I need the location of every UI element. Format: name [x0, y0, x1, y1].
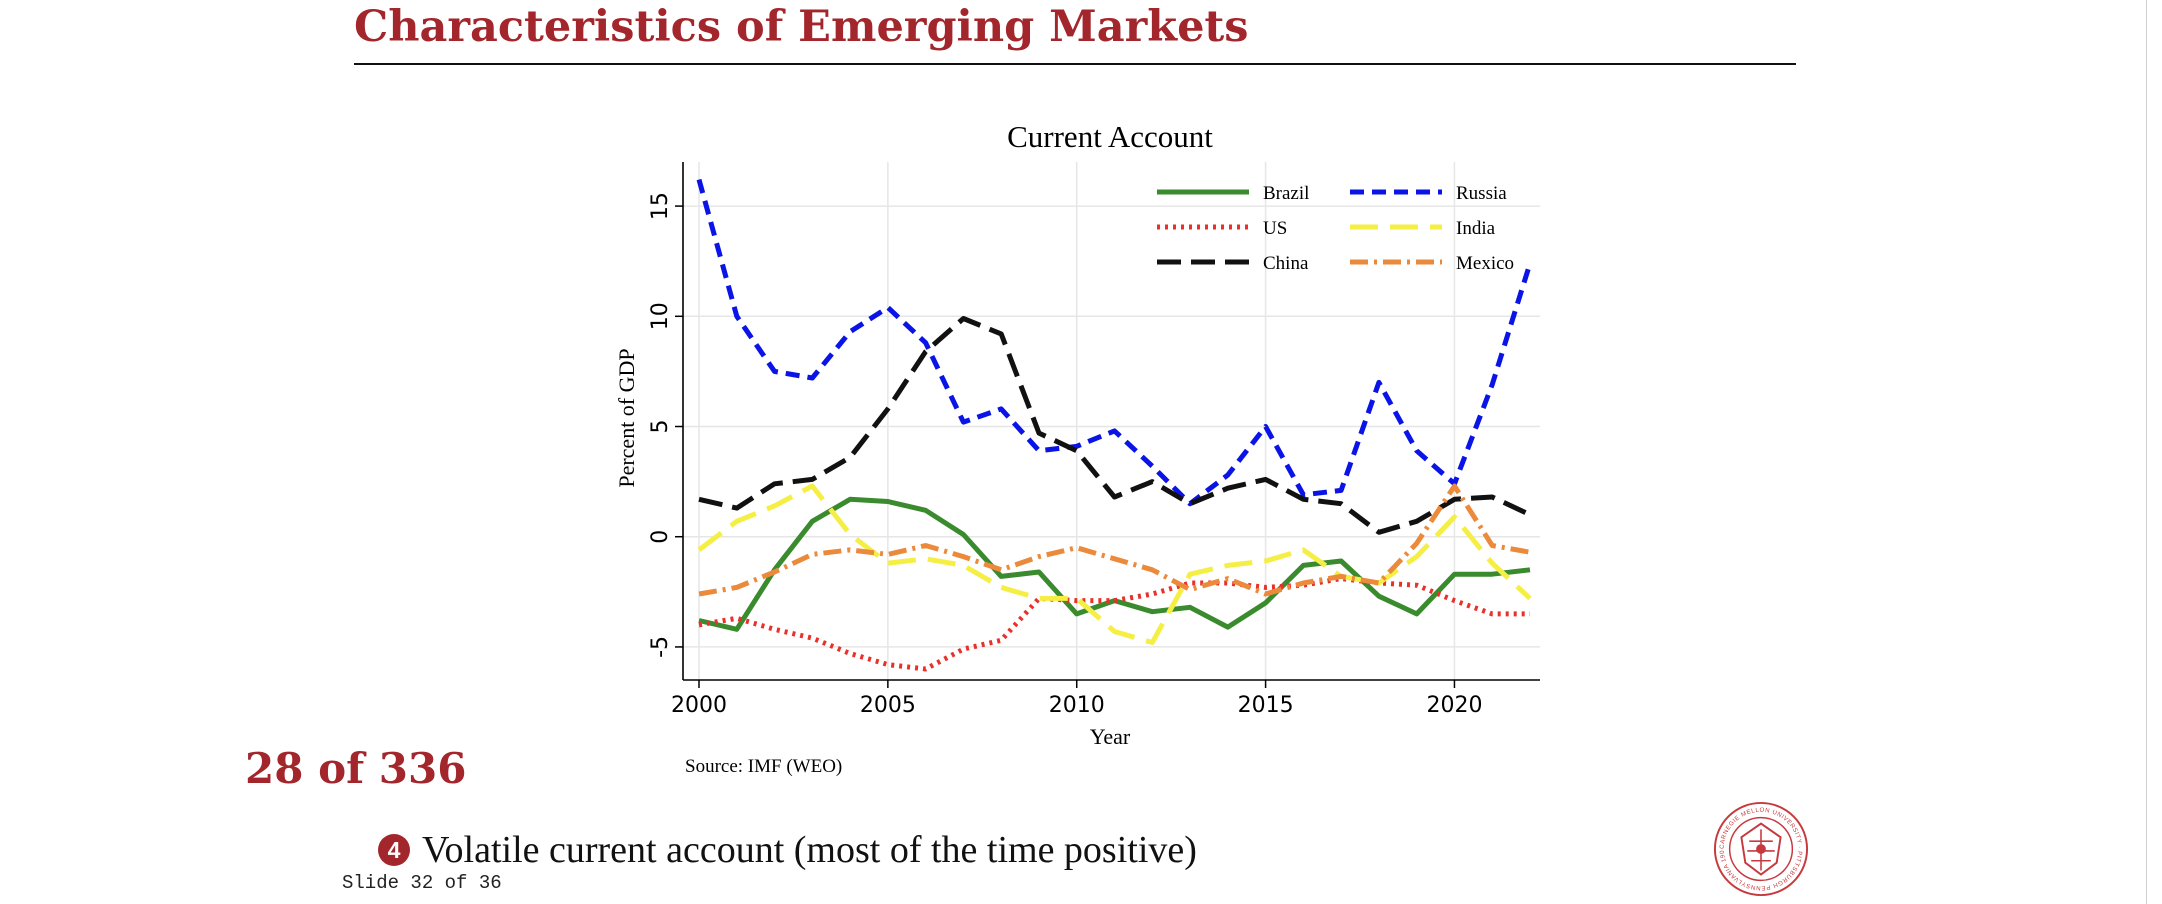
- svg-text:CARNEGIE MELLON UNIVERSITY · P: CARNEGIE MELLON UNIVERSITY · PITTSBURGH …: [1712, 800, 1802, 890]
- slide-footer: Slide 32 of 36: [342, 872, 502, 894]
- legend-label-china: China: [1263, 253, 1309, 274]
- bullet-text: Volatile current account (most of the ti…: [422, 829, 1197, 871]
- seal-text: CARNEGIE MELLON UNIVERSITY · PITTSBURGH …: [1712, 800, 1802, 890]
- y-tick-label: 5: [648, 420, 673, 434]
- viewer-scroll-edge: [2146, 0, 2162, 904]
- series-line-us: [698, 576, 1530, 672]
- chart-source-note: Source: IMF (WEO): [685, 756, 842, 777]
- y-tick-label: 10: [648, 302, 673, 330]
- series-line-china: [698, 316, 1532, 535]
- x-tick-label: 2015: [1238, 693, 1294, 718]
- bullet-point: 4 Volatile current account (most of the …: [378, 828, 1197, 872]
- legend-label-brazil: Brazil: [1263, 183, 1309, 204]
- series-line-brazil: [698, 496, 1531, 632]
- legend-label-us: US: [1263, 218, 1287, 239]
- series-line-mexico: [698, 483, 1531, 597]
- y-tick-label: -5: [648, 636, 673, 658]
- x-tick-label: 2020: [1426, 693, 1482, 718]
- title-divider: [354, 63, 1796, 65]
- series-line-russia: [696, 178, 1533, 507]
- chart-series-layer: [696, 178, 1533, 672]
- university-seal-logo: CARNEGIE MELLON UNIVERSITY · PITTSBURGH …: [1712, 800, 1809, 897]
- series-line-india: [697, 483, 1532, 645]
- legend-label-mexico: Mexico: [1456, 253, 1514, 274]
- slide-title: Characteristics of Emerging Markets: [354, 2, 1249, 52]
- y-axis-label: Percent of GDP: [614, 348, 639, 487]
- x-tick-label: 2005: [860, 693, 916, 718]
- page-counter: 28 of 336: [245, 744, 467, 793]
- legend-label-russia: Russia: [1456, 183, 1507, 204]
- chart-legend: Brazil Russia US India China Mexico: [1157, 183, 1514, 274]
- x-axis-label: Year: [1090, 724, 1131, 749]
- chart-grid: [683, 162, 1540, 680]
- legend-label-india: India: [1456, 218, 1496, 239]
- chart-title: Current Account: [1007, 119, 1213, 154]
- current-account-chart: Current Account 2000 2005 2010 2015 2020 -5 0 5…: [614, 119, 1540, 777]
- y-tick-label: 15: [648, 192, 673, 220]
- chart-axes: 2000 2005 2010 2015 2020 -5 0 5 10 15: [648, 162, 1540, 718]
- x-tick-label: 2000: [671, 693, 727, 718]
- bullet-number-badge: 4: [378, 834, 410, 866]
- x-tick-label: 2010: [1049, 693, 1105, 718]
- y-tick-label: 0: [648, 530, 673, 544]
